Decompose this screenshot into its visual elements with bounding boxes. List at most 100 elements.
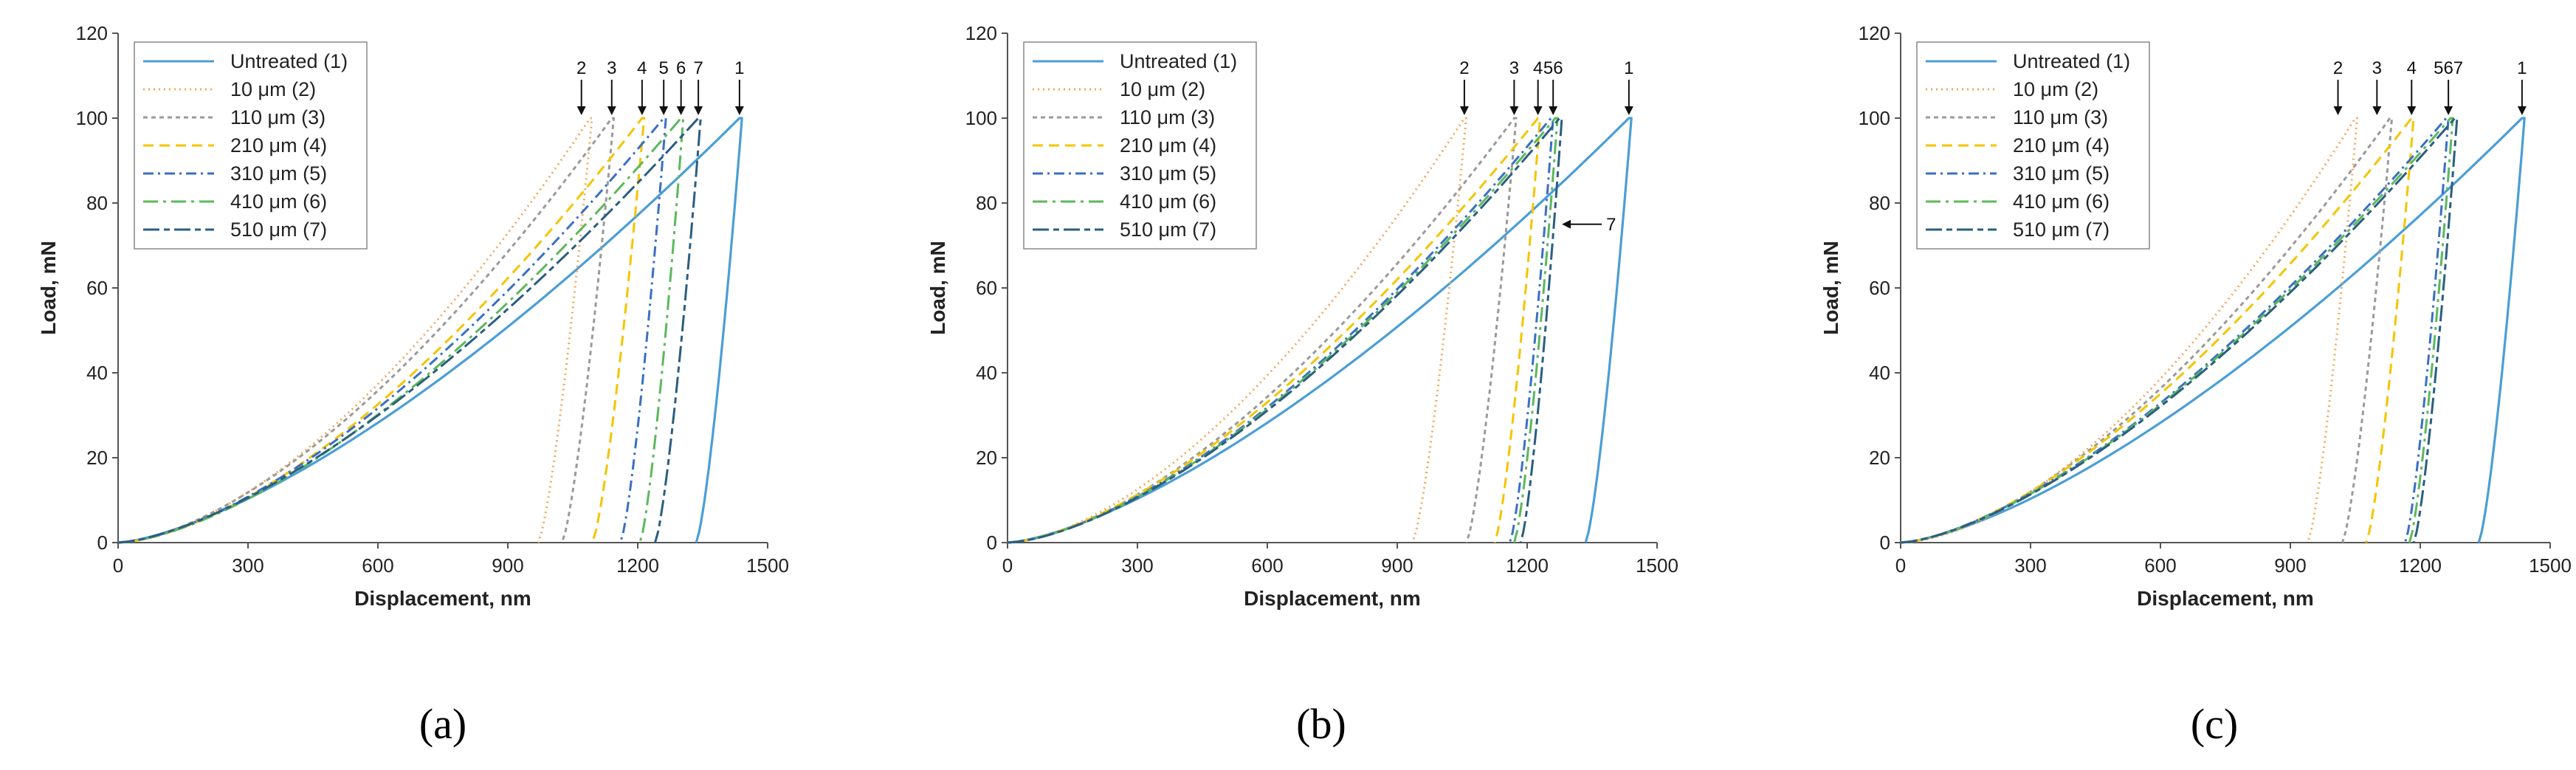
- y-tick-label: 120: [965, 22, 997, 44]
- panel-label: (c): [2191, 700, 2238, 748]
- annotation-label: 2: [576, 58, 586, 78]
- x-axis-title: Displacement, nm: [2137, 587, 2314, 610]
- series-line: [1007, 117, 1541, 544]
- annotation-label: 7: [693, 58, 703, 78]
- legend-entry: 10 μm (2): [1120, 78, 1205, 100]
- y-tick-label: 120: [76, 22, 108, 44]
- series-line: [1007, 117, 1559, 544]
- x-axis-title: Displacement, nm: [354, 587, 531, 610]
- series-line: [1007, 117, 1518, 544]
- annotation-label: 4: [2407, 58, 2417, 78]
- x-tick-label: 1500: [746, 554, 789, 577]
- annotation-label: 5: [659, 58, 669, 78]
- legend-entry: 510 μm (7): [230, 219, 327, 241]
- series-line: [117, 117, 667, 544]
- annotation-arrowhead: [1459, 106, 1469, 115]
- legend-entry: 510 μm (7): [1120, 219, 1216, 241]
- y-tick-label: 20: [976, 447, 997, 469]
- series-line: [117, 117, 646, 544]
- series-line: [117, 117, 593, 544]
- annotation-arrowhead: [2517, 106, 2527, 115]
- x-tick-label: 600: [362, 554, 393, 577]
- legend-entry: Untreated (1): [1120, 50, 1237, 72]
- annotation-arrowhead: [734, 106, 744, 115]
- x-tick-label: 1200: [2399, 554, 2442, 577]
- y-tick-label: 0: [987, 532, 997, 554]
- annotation-arrowhead: [2444, 106, 2453, 115]
- legend-entry: Untreated (1): [2013, 50, 2130, 72]
- series-line: [1007, 117, 1467, 544]
- y-tick-label: 40: [1869, 362, 1890, 384]
- x-tick-label: 600: [1251, 554, 1283, 577]
- x-axis-title: Displacement, nm: [1244, 587, 1421, 610]
- chart-panel-3: 0 300 600 900 1200 1500 0 20 40 60 80 100 120 Displac…: [1819, 22, 2572, 748]
- x-tick-label: 900: [492, 554, 523, 577]
- legend-entry: 410 μm (6): [1120, 190, 1216, 213]
- series-line: [117, 117, 743, 544]
- legend-entry: 110 μm (3): [230, 106, 326, 128]
- annotation-arrowhead: [2407, 106, 2417, 115]
- legend-entry: 410 μm (6): [2013, 190, 2110, 213]
- x-tick-label: 900: [1381, 554, 1413, 577]
- y-tick-label: 100: [76, 107, 108, 129]
- legend-entry: 110 μm (3): [2013, 106, 2108, 128]
- annotation-arrowhead: [1562, 219, 1571, 229]
- legend-box: [1916, 41, 2150, 250]
- series-line: [1900, 117, 2526, 544]
- y-tick-label: 40: [976, 362, 997, 384]
- series-line: [1007, 117, 1633, 544]
- annotation-arrowhead: [607, 106, 616, 115]
- legend-box: [1023, 41, 1257, 250]
- x-tick-label: 0: [113, 554, 123, 577]
- legend-entry: 10 μm (2): [230, 78, 316, 100]
- y-tick-label: 20: [1869, 447, 1890, 469]
- x-tick-label: 0: [1895, 554, 1906, 577]
- annotation-arrowhead: [1624, 106, 1633, 115]
- series-line: [1900, 117, 2415, 544]
- series-line: [1900, 117, 2454, 544]
- legend-box: [134, 41, 368, 250]
- annotation-label: 2: [1459, 58, 1469, 78]
- annotation-label: 1: [2517, 58, 2527, 78]
- series-line: [1007, 117, 1554, 544]
- annotation-arrowhead: [1549, 106, 1558, 115]
- y-tick-label: 60: [1869, 277, 1890, 299]
- legend-entry: 210 μm (4): [2013, 134, 2110, 157]
- series-line: [1900, 117, 2459, 544]
- annotation-label: 1: [734, 58, 744, 78]
- annotation-arrowhead: [694, 106, 703, 115]
- annotation-label: 4: [1533, 58, 1543, 78]
- annotation-label: 3: [1509, 58, 1519, 78]
- y-tick-label: 0: [97, 532, 108, 554]
- y-tick-label: 80: [1869, 192, 1890, 214]
- y-axis-title: Load, mN: [1819, 241, 1842, 335]
- annotation-label: 1: [1624, 58, 1633, 78]
- annotation-label: 3: [2372, 58, 2382, 78]
- legend-entry: 110 μm (3): [1120, 106, 1215, 128]
- legend-entry: 310 μm (5): [1120, 162, 1216, 185]
- panel-label: (b): [1296, 700, 1346, 748]
- y-axis-title: Load, mN: [37, 241, 60, 335]
- y-tick-label: 100: [965, 107, 997, 129]
- y-axis-title: Load, mN: [926, 241, 949, 335]
- y-tick-label: 0: [1880, 532, 1890, 554]
- annotation-arrowhead: [637, 106, 647, 115]
- x-tick-label: 1500: [2529, 554, 2572, 577]
- x-tick-label: 300: [1121, 554, 1153, 577]
- x-tick-label: 300: [232, 554, 264, 577]
- annotation-label: 2: [2333, 58, 2343, 78]
- legend-entry: 310 μm (5): [230, 162, 327, 185]
- panel-label: (a): [419, 700, 466, 748]
- legend-entry: Untreated (1): [230, 50, 348, 72]
- chart-panel-2: 0 300 600 900 1200 1500 0 20 40 60 80 100 120 Displac…: [926, 22, 1678, 748]
- y-tick-label: 60: [976, 277, 997, 299]
- legend-entry: 310 μm (5): [2013, 162, 2110, 185]
- annotation-label: 56: [1543, 58, 1563, 78]
- x-tick-label: 300: [2014, 554, 2046, 577]
- annotation-arrowhead: [2333, 106, 2343, 115]
- y-tick-label: 100: [1859, 107, 1890, 129]
- y-tick-label: 80: [86, 192, 108, 214]
- x-tick-label: 1200: [1506, 554, 1549, 577]
- x-tick-label: 0: [1002, 554, 1013, 577]
- chart-panel-1: 0 300 600 900 1200 1500 0 20 40 60 80 100 120 Displac…: [37, 22, 789, 748]
